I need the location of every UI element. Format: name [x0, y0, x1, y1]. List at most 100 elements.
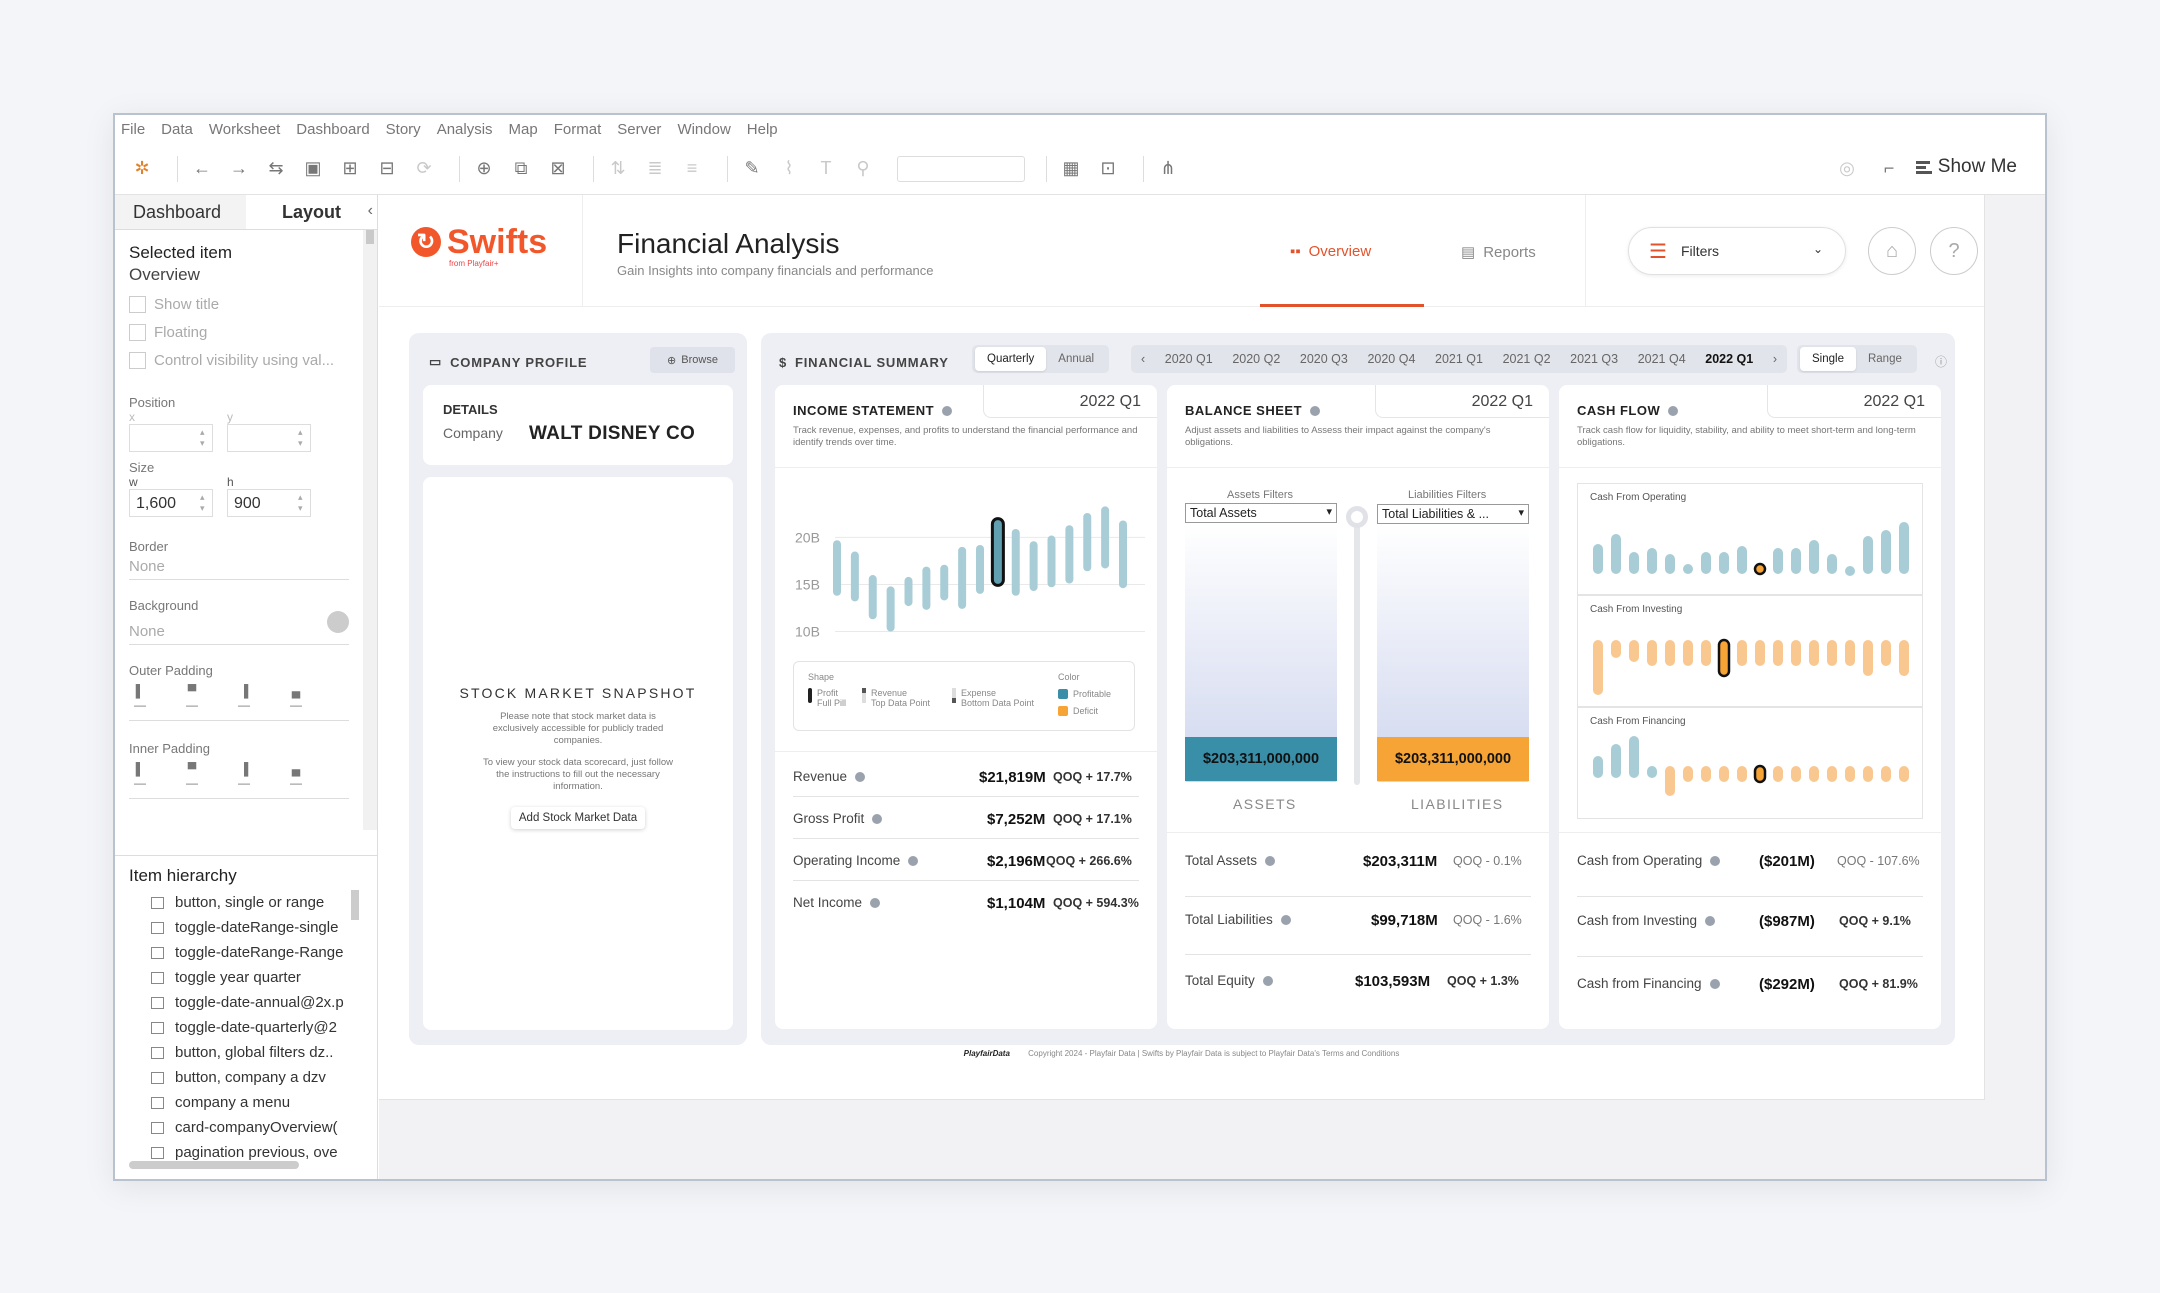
- cash-flow-pill[interactable]: [1845, 766, 1855, 782]
- info-icon[interactable]: [1265, 855, 1276, 866]
- quarter-option[interactable]: 2021 Q4: [1637, 352, 1686, 366]
- info-icon[interactable]: [908, 855, 919, 866]
- quarter-option[interactable]: 2020 Q4: [1367, 352, 1416, 366]
- cash-flow-pill[interactable]: [1791, 640, 1801, 666]
- info-icon[interactable]: [1310, 405, 1321, 416]
- width-field[interactable]: 1,600: [129, 489, 213, 517]
- fit-dropdown[interactable]: [897, 155, 1025, 182]
- cash-flow-pill[interactable]: [1881, 766, 1891, 782]
- cash-flow-pill[interactable]: [1737, 546, 1747, 574]
- info-icon[interactable]: ⓘ: [1935, 355, 1948, 369]
- menu-worksheet[interactable]: Worksheet: [208, 120, 281, 138]
- quarter-option[interactable]: 2020 Q2: [1232, 352, 1281, 366]
- save-icon[interactable]: ▣: [304, 158, 322, 178]
- cash-flow-pill[interactable]: [1827, 554, 1837, 574]
- hierarchy-vertical-scrollbar[interactable]: [351, 890, 359, 920]
- profit-pill[interactable]: [850, 551, 859, 602]
- cash-flow-pill[interactable]: [1827, 640, 1837, 666]
- background-color-swatch[interactable]: [327, 611, 349, 633]
- cash-financing-chart[interactable]: Cash From Financing: [1577, 707, 1923, 819]
- format-painter-icon[interactable]: ⌐: [1883, 158, 1895, 178]
- new-datasource-icon[interactable]: ⊞: [342, 158, 358, 178]
- cash-flow-pill[interactable]: [1683, 640, 1693, 666]
- metric-row[interactable]: Total Equity $103,593M QOQ + 1.3%: [1185, 955, 1531, 1013]
- tab-dashboard[interactable]: Dashboard: [115, 195, 247, 229]
- quarter-option[interactable]: 2021 Q3: [1570, 352, 1619, 366]
- cash-flow-pill[interactable]: [1665, 766, 1675, 796]
- outer-padding-controls[interactable]: ▌ — ▀ — ▐ — ▄ —: [129, 684, 349, 721]
- cash-flow-pill[interactable]: [1719, 766, 1729, 782]
- info-icon[interactable]: [1668, 405, 1679, 416]
- cash-flow-pill[interactable]: [1611, 640, 1621, 658]
- profit-pill[interactable]: [1119, 520, 1127, 589]
- cash-flow-pill[interactable]: [1773, 640, 1783, 666]
- info-icon[interactable]: [1705, 915, 1716, 926]
- cash-flow-pill[interactable]: [1701, 766, 1711, 782]
- show-cards-icon[interactable]: ▦: [1062, 158, 1080, 178]
- toggle-range[interactable]: Range: [1867, 353, 1902, 365]
- cash-flow-pill[interactable]: [1737, 766, 1747, 782]
- tab-reports[interactable]: ▤ Reports: [1461, 243, 1536, 262]
- share-icon[interactable]: ⋔: [1160, 158, 1176, 178]
- profit-pill[interactable]: [1029, 541, 1038, 592]
- menu-analysis[interactable]: Analysis: [436, 120, 493, 138]
- metric-row[interactable]: Cash from Financing ($292M) QOQ + 81.9%: [1577, 957, 1923, 1015]
- background-field[interactable]: None: [129, 611, 349, 645]
- cash-flow-pill[interactable]: [1719, 552, 1729, 574]
- cash-flow-pill[interactable]: [1683, 564, 1693, 574]
- cash-flow-pill[interactable]: [1791, 548, 1801, 574]
- cash-flow-pill[interactable]: [1701, 640, 1711, 666]
- show-me-button[interactable]: Show Me: [1915, 156, 2017, 178]
- pagination-previous-icon[interactable]: ‹: [1141, 352, 1146, 366]
- metric-row[interactable]: Revenue $21,819M QOQ + 17.7%: [793, 757, 1139, 797]
- menu-data[interactable]: Data: [161, 120, 193, 138]
- highlight-icon[interactable]: ✎: [744, 158, 760, 178]
- home-button[interactable]: ⌂: [1868, 227, 1916, 275]
- cash-flow-pill[interactable]: [1753, 562, 1767, 576]
- refresh-icon[interactable]: ⟳: [416, 158, 432, 178]
- cash-flow-pill[interactable]: [1863, 766, 1873, 782]
- tableau-logo-icon[interactable]: ✲: [134, 158, 150, 178]
- liabilities-filter-dropdown[interactable]: Total Liabilities & ...: [1377, 504, 1529, 524]
- menu-help[interactable]: Help: [746, 120, 778, 138]
- cash-operating-chart[interactable]: Cash From Operating: [1577, 483, 1923, 595]
- metric-row[interactable]: Net Income $1,104M QOQ + 594.3%: [793, 883, 1139, 923]
- profit-pill[interactable]: [1101, 506, 1110, 569]
- info-icon[interactable]: [942, 405, 953, 416]
- metric-row[interactable]: Cash from Operating ($201M) QOQ - 107.6%: [1577, 841, 1923, 897]
- profit-pill[interactable]: [904, 576, 913, 607]
- x-field[interactable]: [129, 424, 213, 452]
- show-title-checkbox[interactable]: Show title: [129, 296, 349, 313]
- border-dropdown[interactable]: None: [129, 554, 349, 580]
- info-icon[interactable]: [870, 897, 881, 908]
- cash-flow-pill[interactable]: [1755, 640, 1765, 666]
- sort-descending-icon[interactable]: ≡: [686, 158, 698, 178]
- cash-flow-pill[interactable]: [1593, 544, 1603, 574]
- cash-flow-pill[interactable]: [1647, 766, 1657, 778]
- toggle-annual[interactable]: Annual: [1058, 353, 1095, 365]
- cash-flow-pill[interactable]: [1701, 552, 1711, 574]
- presentation-mode-icon[interactable]: ⊡: [1100, 158, 1116, 178]
- inner-padding-controls[interactable]: ▌ — ▀ — ▐ — ▄ —: [129, 762, 349, 799]
- hierarchy-horizontal-scrollbar[interactable]: [129, 1161, 299, 1169]
- cash-flow-pill[interactable]: [1809, 640, 1819, 666]
- cash-flow-pill[interactable]: [1845, 566, 1855, 576]
- cash-flow-pill[interactable]: [1593, 756, 1603, 778]
- balance-slider-track[interactable]: [1354, 511, 1360, 785]
- income-chart[interactable]: 20B 15B 10B: [775, 475, 1157, 660]
- redo-icon[interactable]: →: [230, 158, 248, 178]
- cash-flow-pill[interactable]: [1809, 540, 1819, 574]
- info-icon[interactable]: [872, 813, 883, 824]
- menu-map[interactable]: Map: [508, 120, 538, 138]
- profit-pill[interactable]: [1065, 525, 1074, 584]
- cash-flow-pill[interactable]: [1611, 534, 1621, 574]
- quarter-option[interactable]: 2020 Q1: [1164, 352, 1213, 366]
- metric-row[interactable]: Total Liabilities $99,718M QOQ - 1.6%: [1185, 897, 1531, 955]
- list-item[interactable]: toggle-date-quarterly@2: [151, 1015, 349, 1040]
- cash-flow-pill[interactable]: [1899, 766, 1909, 782]
- cash-flow-pill[interactable]: [1629, 552, 1639, 574]
- control-visibility-checkbox[interactable]: Control visibility using val...: [129, 352, 349, 369]
- menu-story[interactable]: Story: [385, 120, 421, 138]
- balance-slider-handle[interactable]: [1346, 506, 1368, 528]
- info-icon[interactable]: [1262, 975, 1273, 986]
